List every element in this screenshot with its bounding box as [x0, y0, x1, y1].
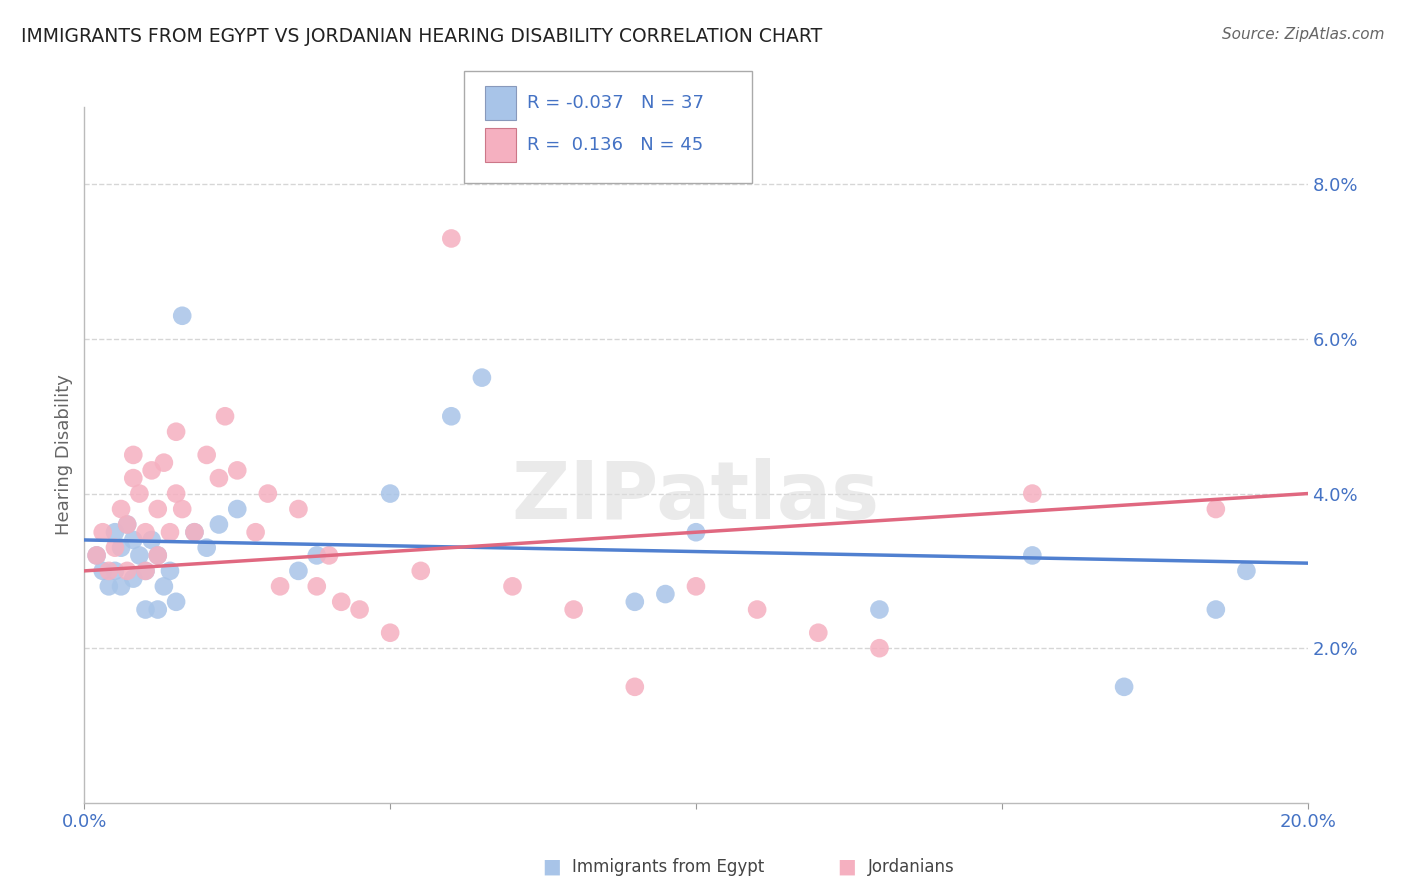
Point [869, 641, 891, 656]
Text: Source: ZipAtlas.com: Source: ZipAtlas.com [1222, 27, 1385, 42]
Point [226, 502, 249, 516]
Point [380, 486, 402, 500]
Point [1021, 549, 1043, 563]
Point [165, 595, 187, 609]
Point [305, 579, 328, 593]
Point [807, 625, 830, 640]
Point [245, 525, 267, 540]
Point [86, 549, 108, 563]
Y-axis label: Hearing Disability: Hearing Disability [55, 375, 73, 535]
Point [91, 564, 114, 578]
Point [1114, 680, 1136, 694]
Point [122, 533, 145, 547]
Point [208, 471, 231, 485]
Point [165, 486, 187, 500]
Point [115, 517, 138, 532]
Point [172, 309, 194, 323]
Point [624, 595, 647, 609]
Point [562, 602, 585, 616]
Point [502, 579, 524, 593]
Point [104, 564, 127, 578]
Text: ▪: ▪ [837, 853, 858, 881]
Point [159, 564, 181, 578]
Text: ZIPatlas: ZIPatlas [512, 458, 880, 536]
Point [146, 602, 169, 616]
Point [440, 409, 463, 424]
Text: Jordanians: Jordanians [868, 858, 955, 876]
Point [141, 463, 163, 477]
Point [183, 525, 205, 540]
Text: R = -0.037   N = 37: R = -0.037 N = 37 [527, 94, 704, 112]
Point [159, 525, 181, 540]
Point [104, 525, 127, 540]
Point [135, 564, 157, 578]
Point [97, 579, 120, 593]
Text: ▪: ▪ [541, 853, 562, 881]
Point [318, 549, 340, 563]
Point [91, 525, 114, 540]
Point [128, 549, 150, 563]
Point [685, 525, 707, 540]
Point [409, 564, 432, 578]
Point [1234, 564, 1257, 578]
Point [122, 471, 145, 485]
Point [287, 564, 309, 578]
Point [122, 448, 145, 462]
Point [440, 231, 463, 245]
Point [624, 680, 647, 694]
Point [1021, 486, 1043, 500]
Point [104, 541, 127, 555]
Point [122, 572, 145, 586]
Point [195, 541, 218, 555]
Point [226, 463, 249, 477]
Point [685, 579, 707, 593]
Point [86, 549, 108, 563]
Point [110, 579, 132, 593]
Point [146, 549, 169, 563]
Text: IMMIGRANTS FROM EGYPT VS JORDANIAN HEARING DISABILITY CORRELATION CHART: IMMIGRANTS FROM EGYPT VS JORDANIAN HEARI… [21, 27, 823, 45]
Point [135, 525, 157, 540]
Point [135, 602, 157, 616]
Point [380, 625, 402, 640]
Point [269, 579, 291, 593]
Point [1205, 602, 1227, 616]
Point [110, 541, 132, 555]
Point [115, 564, 138, 578]
Point [115, 517, 138, 532]
Point [146, 502, 169, 516]
Point [172, 502, 194, 516]
Text: R =  0.136   N = 45: R = 0.136 N = 45 [527, 136, 703, 154]
Point [97, 564, 120, 578]
Point [146, 549, 169, 563]
Text: Immigrants from Egypt: Immigrants from Egypt [572, 858, 765, 876]
Point [135, 564, 157, 578]
Point [128, 486, 150, 500]
Point [153, 579, 176, 593]
Point [869, 602, 891, 616]
Point [654, 587, 676, 601]
Point [165, 425, 187, 439]
Point [257, 486, 280, 500]
Point [141, 533, 163, 547]
Point [1205, 502, 1227, 516]
Point [208, 517, 231, 532]
Point [305, 549, 328, 563]
Point [110, 502, 132, 516]
Point [183, 525, 205, 540]
Point [214, 409, 236, 424]
Point [287, 502, 309, 516]
Point [747, 602, 769, 616]
Point [195, 448, 218, 462]
Point [330, 595, 353, 609]
Point [471, 370, 494, 384]
Point [349, 602, 371, 616]
Point [153, 456, 176, 470]
